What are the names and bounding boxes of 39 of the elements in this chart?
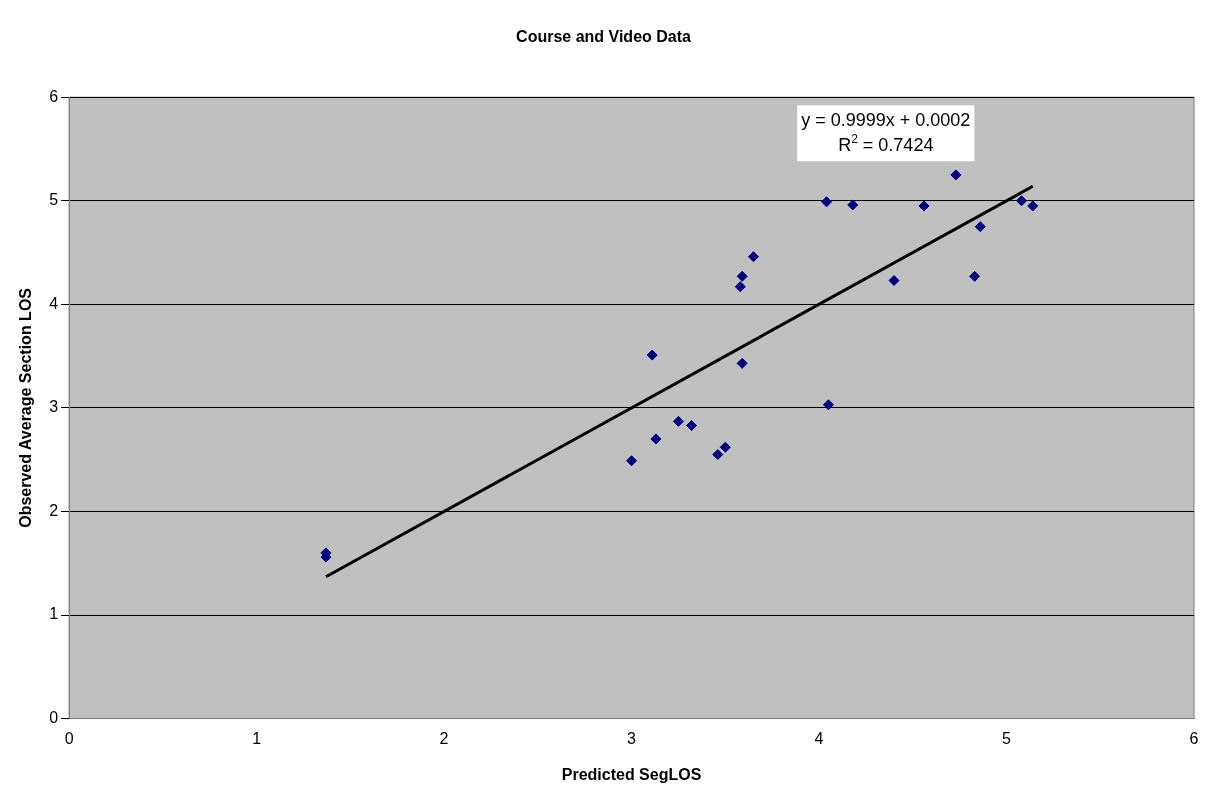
point xyxy=(969,270,981,282)
x-tick-label: 3 xyxy=(627,729,637,747)
chart-title: Course and Video Data xyxy=(516,28,692,46)
annotation: y = 0.9999x + 0.0002 xyxy=(801,110,971,131)
point xyxy=(646,349,658,361)
y-tick-label: 4 xyxy=(49,294,59,312)
point xyxy=(950,169,962,181)
x-tick-label: 1 xyxy=(252,729,262,747)
point xyxy=(734,281,746,293)
point xyxy=(974,221,986,233)
x-tick-label: 6 xyxy=(1189,729,1199,747)
point xyxy=(736,270,748,282)
point xyxy=(712,449,724,461)
point xyxy=(719,441,731,453)
point xyxy=(822,399,834,411)
point xyxy=(821,196,833,208)
x-axis-title: Predicted SegLOS xyxy=(561,765,702,783)
x-tick-label: 4 xyxy=(814,729,824,747)
point xyxy=(847,199,859,211)
point xyxy=(672,415,684,427)
point xyxy=(1016,195,1028,207)
y-axis-title: Observed Average Section LOS xyxy=(17,287,35,528)
point xyxy=(650,433,662,445)
point xyxy=(1027,200,1039,212)
x-tick-label: 2 xyxy=(439,729,449,747)
y-tick-label: 3 xyxy=(49,398,59,416)
y-tick-label: 1 xyxy=(49,605,59,623)
point xyxy=(686,420,698,432)
y-tick-label: 6 xyxy=(49,87,59,105)
point xyxy=(626,455,638,467)
x-tick-label: 5 xyxy=(1002,729,1012,747)
point xyxy=(736,357,748,369)
y-tick-label: 2 xyxy=(49,501,59,519)
x-tick-label: 0 xyxy=(64,729,74,747)
y-tick-label: 5 xyxy=(49,191,59,209)
y-tick-label: 0 xyxy=(49,709,59,727)
point xyxy=(888,275,900,287)
point xyxy=(918,200,930,212)
point xyxy=(747,251,759,263)
